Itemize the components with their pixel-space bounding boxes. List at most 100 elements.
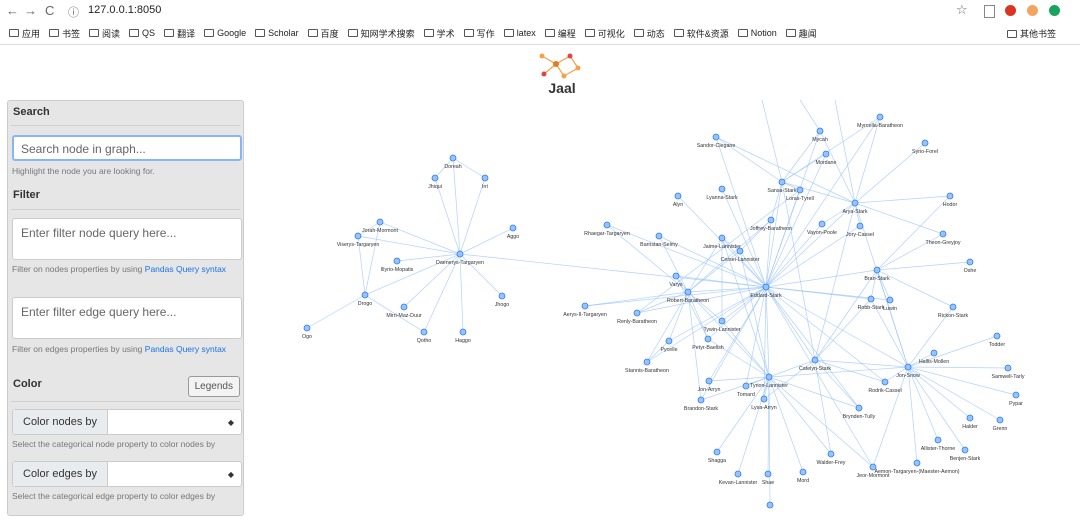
node[interactable] <box>816 127 824 135</box>
node[interactable] <box>498 292 506 300</box>
node[interactable] <box>913 459 921 467</box>
back-button[interactable]: ← <box>6 3 19 18</box>
node[interactable] <box>354 232 362 240</box>
node[interactable] <box>996 416 1004 424</box>
star-icon[interactable]: ☆ <box>956 2 968 17</box>
node[interactable] <box>705 377 713 385</box>
node[interactable] <box>764 470 772 478</box>
node[interactable] <box>1012 391 1020 399</box>
node[interactable] <box>420 328 428 336</box>
node[interactable] <box>869 463 877 471</box>
node[interactable] <box>946 192 954 200</box>
node[interactable] <box>961 446 969 454</box>
node[interactable] <box>778 178 786 186</box>
extension-icon[interactable] <box>1049 5 1060 16</box>
node[interactable] <box>876 113 884 121</box>
node[interactable] <box>718 317 726 325</box>
node[interactable] <box>767 216 775 224</box>
node[interactable] <box>655 232 663 240</box>
node[interactable] <box>949 303 957 311</box>
node[interactable] <box>921 139 929 147</box>
node[interactable] <box>881 378 889 386</box>
link[interactable]: Pandas Query syntax <box>144 344 227 354</box>
color-edges-select[interactable]: Color edges by ◆ <box>12 461 242 487</box>
node[interactable] <box>509 224 517 232</box>
bookmark[interactable]: 应用 <box>9 27 40 40</box>
link[interactable]: Pandas Query syntax <box>144 264 227 274</box>
bookmark[interactable]: 动态 <box>633 27 665 40</box>
search-input[interactable]: Search node in graph... <box>12 135 242 161</box>
bookmark[interactable]: 编程 <box>544 27 576 40</box>
node[interactable] <box>766 501 774 509</box>
node[interactable] <box>930 349 938 357</box>
node[interactable] <box>449 154 457 162</box>
node[interactable] <box>581 302 589 310</box>
node[interactable] <box>762 283 770 291</box>
other-bookmarks[interactable]: 其他书签 <box>1006 27 1056 40</box>
node[interactable] <box>456 250 464 258</box>
color-nodes-select[interactable]: Color nodes by ◆ <box>12 409 242 435</box>
node[interactable] <box>672 272 680 280</box>
node[interactable] <box>822 150 830 158</box>
bookmark[interactable]: 阅读 <box>89 27 120 40</box>
bookmark[interactable]: 翻译 <box>164 27 195 40</box>
node[interactable] <box>684 288 692 296</box>
node[interactable] <box>674 192 682 200</box>
node[interactable] <box>712 133 720 141</box>
node[interactable] <box>765 373 773 381</box>
node[interactable] <box>393 257 401 265</box>
node[interactable] <box>886 296 894 304</box>
bookmark[interactable]: 写作 <box>463 27 495 40</box>
edge-filter-input[interactable]: Enter filter edge query here... <box>12 297 242 339</box>
forward-button[interactable]: → <box>24 3 37 18</box>
node[interactable] <box>459 328 467 336</box>
node[interactable] <box>856 222 864 230</box>
node[interactable] <box>303 324 311 332</box>
node[interactable] <box>400 303 408 311</box>
extension-icon[interactable] <box>1005 5 1016 16</box>
node[interactable] <box>904 363 912 371</box>
node[interactable] <box>827 450 835 458</box>
node[interactable] <box>431 174 439 182</box>
node[interactable] <box>633 309 641 317</box>
reload-button[interactable]: C <box>45 3 55 18</box>
node[interactable] <box>736 247 744 255</box>
extension-icon[interactable] <box>984 5 995 18</box>
node[interactable] <box>603 221 611 229</box>
node[interactable] <box>993 332 1001 340</box>
node[interactable] <box>818 220 826 228</box>
legends-button[interactable]: Legends <box>187 376 240 397</box>
node[interactable] <box>481 174 489 182</box>
bookmark[interactable]: Scholar <box>255 28 299 38</box>
node[interactable] <box>799 468 807 476</box>
node[interactable] <box>718 234 726 242</box>
bookmark[interactable]: 书签 <box>49 27 80 40</box>
node[interactable] <box>811 356 819 364</box>
bookmark[interactable]: 可视化 <box>584 27 625 40</box>
node[interactable] <box>734 470 742 478</box>
node[interactable] <box>697 396 705 404</box>
address-bar[interactable]: 127.0.0.1:8050 <box>88 4 162 16</box>
node[interactable] <box>966 258 974 266</box>
node[interactable] <box>867 295 875 303</box>
node[interactable] <box>742 382 750 390</box>
bookmark[interactable]: 百度 <box>307 27 339 40</box>
node[interactable] <box>718 185 726 193</box>
bookmark[interactable]: 学术 <box>423 27 455 40</box>
node[interactable] <box>796 186 804 194</box>
node-filter-input[interactable]: Enter filter node query here... <box>12 218 242 260</box>
node[interactable] <box>713 448 721 456</box>
node[interactable] <box>939 230 947 238</box>
node[interactable] <box>376 218 384 226</box>
node[interactable] <box>665 337 673 345</box>
node[interactable] <box>873 266 881 274</box>
node[interactable] <box>760 395 768 403</box>
bookmark[interactable]: latex <box>503 28 536 38</box>
node[interactable] <box>851 199 859 207</box>
node[interactable] <box>966 414 974 422</box>
bookmark[interactable]: QS <box>129 28 155 38</box>
node[interactable] <box>934 436 942 444</box>
info-icon[interactable]: ⓘ <box>68 7 79 19</box>
node[interactable] <box>361 291 369 299</box>
bookmark[interactable]: 知网学术搜索 <box>347 27 415 40</box>
